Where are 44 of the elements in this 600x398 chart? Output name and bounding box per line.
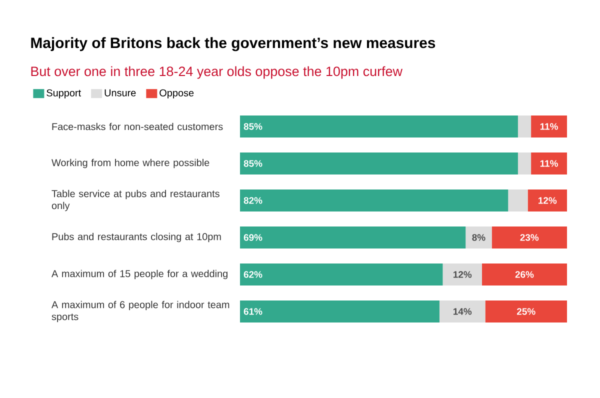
y-tick-label: Face-masks for non-seated customers — [52, 122, 223, 130]
data-label: 14% — [453, 308, 472, 315]
y-tick-label: Pubs and restaurants closing at 10pm — [52, 232, 221, 242]
bar — [439, 300, 486, 322]
data-label: 61% — [244, 308, 262, 315]
y-tick-label: Working from home where possible — [52, 158, 210, 168]
bar — [531, 116, 568, 138]
bar — [240, 226, 466, 248]
bar — [492, 226, 568, 248]
chart-subtitle: But over one in three 18-24 year olds oppose the 10pm curfew — [31, 66, 403, 79]
bar — [531, 152, 568, 174]
bar — [518, 152, 532, 174]
bar — [240, 116, 518, 138]
y-tick-label: Table service at pubs and restaurants only — [52, 190, 220, 212]
bar — [482, 264, 568, 286]
bar — [508, 190, 528, 212]
data-label: 26% — [515, 271, 534, 278]
data-label: 12% — [538, 197, 557, 204]
bar — [442, 264, 482, 286]
bar — [240, 264, 443, 286]
data-label: 23% — [520, 234, 539, 241]
chart-title: Majority of Britons back the government’s new measures — [31, 37, 436, 52]
y-tick-label: A maximum of 6 people for indoor team sports — [52, 300, 230, 322]
bar — [518, 116, 532, 138]
bar — [240, 152, 518, 174]
data-label: 85% — [244, 160, 262, 167]
legend-label: Support — [46, 89, 82, 98]
data-label: 11% — [540, 123, 558, 130]
legend-label: Oppose — [160, 89, 194, 98]
legend-label: Unsure — [104, 89, 136, 96]
bar — [240, 190, 508, 212]
data-label: 25% — [516, 308, 536, 315]
data-label: 69% — [244, 234, 262, 241]
bar — [466, 226, 492, 248]
bar — [528, 190, 568, 212]
data-label: 11% — [540, 160, 558, 167]
data-label: 12% — [453, 271, 472, 278]
bar — [240, 300, 440, 322]
data-label: 62% — [244, 271, 262, 278]
data-label: 82% — [244, 197, 262, 204]
y-tick-label: A maximum of 15 people for a wedding — [52, 270, 228, 280]
data-label: 8% — [472, 234, 486, 241]
data-label: 85% — [244, 123, 262, 130]
bar — [485, 300, 568, 322]
